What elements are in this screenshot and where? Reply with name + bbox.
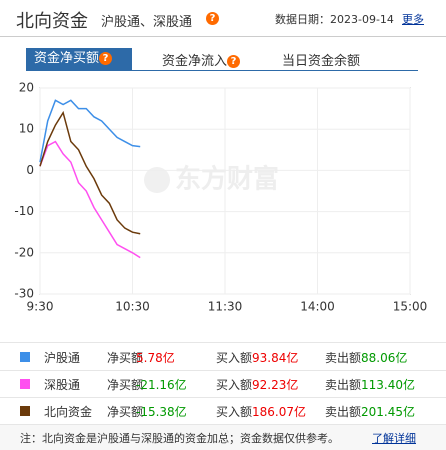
y-tick-label: -30 [14, 287, 34, 301]
line [39, 140, 141, 259]
series-name: 深股通 [44, 378, 81, 392]
help-icon[interactable]: ? [99, 52, 113, 65]
x-tick-label: 14:00 [300, 300, 335, 314]
amount-label: 买入额 [216, 378, 253, 392]
help-icon[interactable]: ? [227, 55, 241, 68]
amount-label: 买入额 [216, 405, 253, 419]
y-tick-label: -10 [14, 204, 34, 218]
amount: 186.07亿 [252, 405, 306, 419]
line [39, 99, 141, 163]
y-tick-label: 10 [19, 122, 34, 136]
amount: -21.16亿 [136, 378, 187, 392]
subtitle: 沪股通、深股通 [101, 15, 193, 30]
tab[interactable]: 资金净流入? [162, 50, 241, 69]
y-tick-label: -20 [14, 245, 34, 259]
watermark: 东方财富 [175, 164, 279, 195]
line [39, 110, 141, 235]
summary-table: 沪股通 净买额 5.78亿 买入额 93.84亿 卖出额 88.06亿 深股通 净买额 -21.1… [0, 342, 446, 425]
x-tick-label: 10:30 [115, 300, 150, 314]
table-row: 沪股通 净买额 5.78亿 买入额 93.84亿 卖出额 88.06亿 [0, 343, 446, 371]
amount: 92.23亿 [252, 378, 299, 392]
footer: 注：北向资金是沪股通与深股通的资金加总；资金数据仅供参考。 了解详细 [0, 425, 446, 450]
watermark-logo [144, 167, 170, 193]
amount: 201.45亿 [361, 405, 415, 419]
x-tick-label: 9:30 [27, 300, 54, 314]
table-row: 深股通 净买额 -21.16亿 买入额 92.23亿 卖出额 113.40亿 [0, 370, 446, 398]
detail-link[interactable]: 了解详细 [372, 432, 416, 445]
x-tick-label: 11:30 [208, 300, 243, 314]
y-tick-label: 0 [26, 163, 34, 177]
table-row: 北向资金 净买额 -15.38亿 买入额 186.07亿 卖出额 201.45亿 [0, 397, 446, 425]
amount-label: 净买额 [107, 351, 144, 365]
more-link[interactable]: 更多 [402, 13, 424, 26]
legend-swatch [20, 352, 30, 362]
tab-active[interactable]: 资金净买额? [26, 48, 132, 70]
amount: 5.78亿 [136, 351, 175, 365]
header: 北向资金 沪股通、深股通 ? 数据日期：2023-09-14 更多 [0, 0, 446, 37]
legend-swatch [20, 379, 30, 389]
amount-label: 买入额 [216, 351, 253, 365]
tab-label: 资金净买额 [34, 51, 100, 66]
date: 数据日期：2023-09-14 [275, 13, 394, 26]
amount: 113.40亿 [361, 378, 415, 392]
amount: 88.06亿 [361, 351, 408, 365]
series-name: 沪股通 [44, 351, 81, 365]
y-tick-label: 20 [19, 81, 34, 95]
x-tick-label: 15:00 [393, 300, 428, 314]
tab-label: 资金净流入 [162, 54, 228, 69]
amount: 93.84亿 [252, 351, 299, 365]
series-name: 北向资金 [44, 405, 93, 419]
tab[interactable]: 当日资金余额 [282, 54, 361, 69]
amount-label: 净买额 [107, 405, 144, 419]
amount-label: 净买额 [107, 378, 144, 392]
amount-label: 卖出额 [325, 351, 362, 365]
chart: 东方财富 20 10 0 -10 -20 -309:30 10:30 11:30 14:00 15… [14, 81, 428, 314]
title: 北向资金 [16, 11, 88, 32]
amount: -15.38亿 [136, 405, 187, 419]
legend-swatch [20, 406, 30, 416]
tab-underline [26, 70, 418, 71]
amount-label: 卖出额 [325, 405, 362, 419]
note: 注：北向资金是沪股通与深股通的资金加总；资金数据仅供参考。 [20, 432, 339, 445]
help-icon[interactable]: ? [206, 12, 219, 25]
amount-label: 卖出额 [325, 378, 362, 392]
